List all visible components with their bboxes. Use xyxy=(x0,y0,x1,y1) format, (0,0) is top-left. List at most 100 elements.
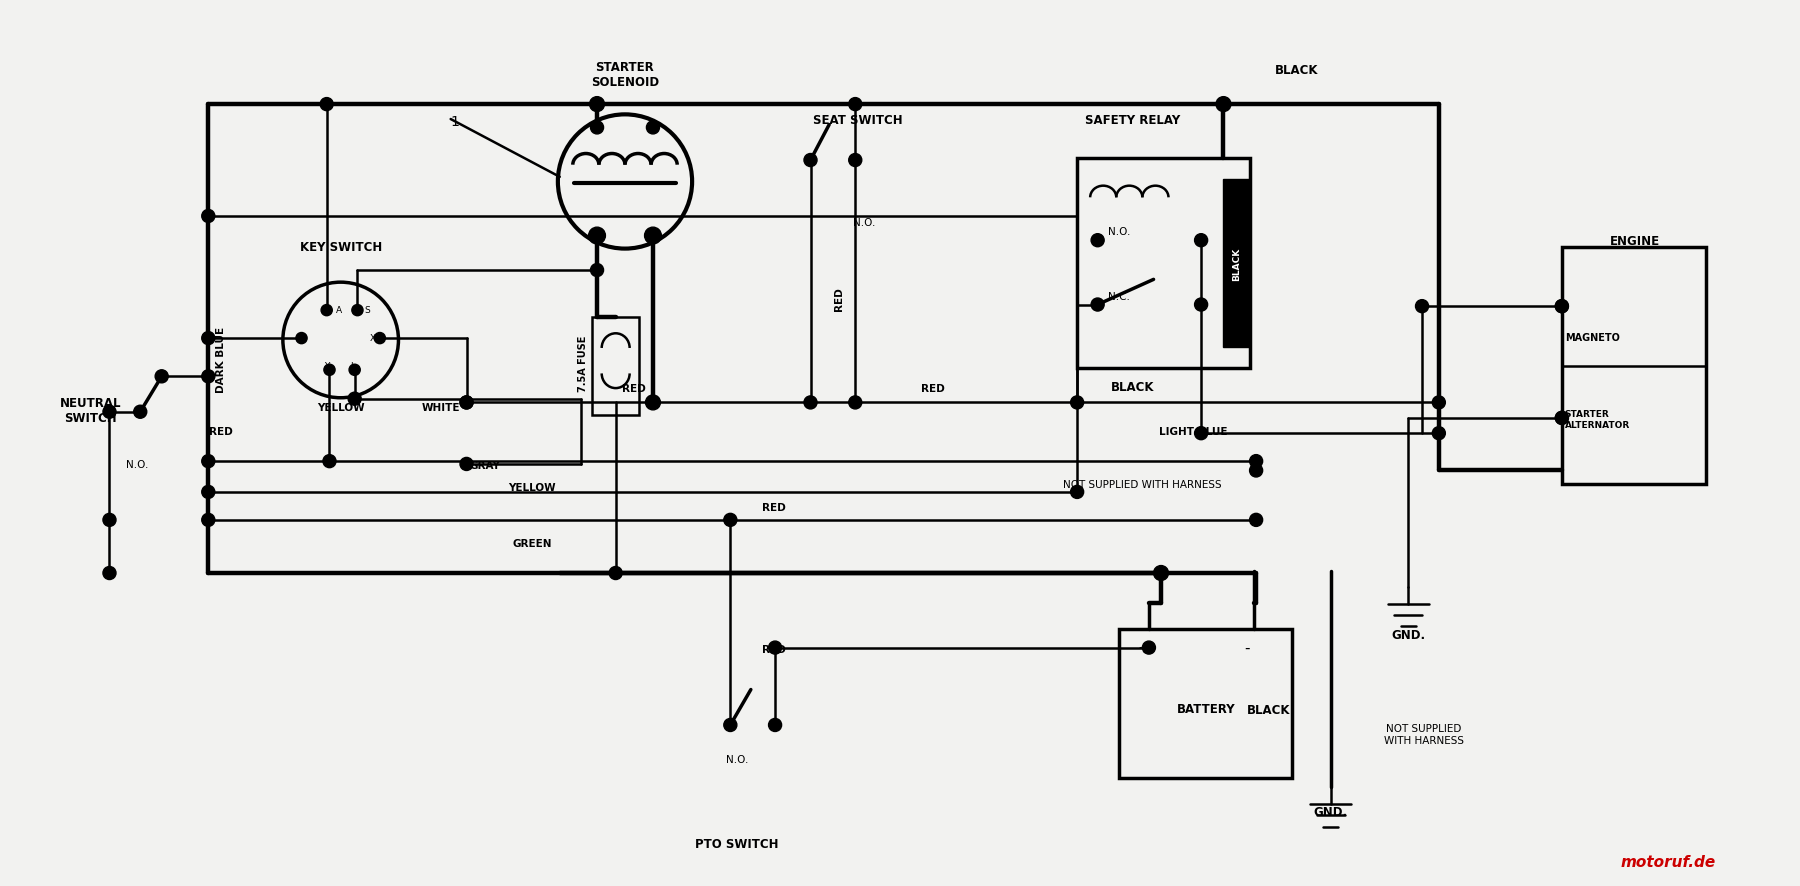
Circle shape xyxy=(1091,299,1103,312)
Text: GRAY: GRAY xyxy=(470,461,500,471)
Circle shape xyxy=(1195,235,1208,247)
Circle shape xyxy=(1555,412,1568,425)
Text: NOT SUPPLIED
WITH HARNESS: NOT SUPPLIED WITH HARNESS xyxy=(1384,724,1463,745)
Circle shape xyxy=(347,392,362,406)
Text: 1: 1 xyxy=(450,115,459,128)
Bar xyxy=(1562,247,1706,485)
Text: BATTERY: BATTERY xyxy=(1177,702,1235,715)
Circle shape xyxy=(646,121,659,135)
Text: +: + xyxy=(1138,641,1150,656)
Circle shape xyxy=(351,305,364,316)
Text: S: S xyxy=(364,306,369,315)
Circle shape xyxy=(295,333,308,345)
Bar xyxy=(1224,180,1249,348)
Circle shape xyxy=(1555,412,1568,425)
Text: KEY SWITCH: KEY SWITCH xyxy=(299,241,382,254)
Text: N.O.: N.O. xyxy=(725,755,749,765)
Circle shape xyxy=(1433,396,1445,409)
Circle shape xyxy=(1071,486,1084,499)
Circle shape xyxy=(1071,396,1084,409)
Text: A: A xyxy=(337,306,342,315)
Circle shape xyxy=(103,406,115,419)
Circle shape xyxy=(1555,300,1568,314)
Circle shape xyxy=(202,455,214,468)
Circle shape xyxy=(644,228,661,245)
Text: B: B xyxy=(299,333,304,342)
Text: RED: RED xyxy=(209,426,234,437)
Text: N.O.: N.O. xyxy=(126,460,149,470)
Circle shape xyxy=(1091,235,1103,247)
Circle shape xyxy=(461,396,473,409)
Circle shape xyxy=(769,641,781,655)
Circle shape xyxy=(202,370,214,384)
Text: GREEN: GREEN xyxy=(511,538,551,548)
Circle shape xyxy=(461,396,473,409)
Text: STARTER
ALTERNATOR: STARTER ALTERNATOR xyxy=(1564,410,1631,430)
Circle shape xyxy=(103,567,115,579)
Circle shape xyxy=(320,98,333,112)
Text: DARK BLUE: DARK BLUE xyxy=(216,326,227,392)
Circle shape xyxy=(1154,566,1168,581)
Text: WHITE: WHITE xyxy=(421,402,461,412)
Text: RED: RED xyxy=(623,384,646,393)
Circle shape xyxy=(805,396,817,409)
Circle shape xyxy=(202,514,214,527)
Text: NOT SUPPLIED WITH HARNESS: NOT SUPPLIED WITH HARNESS xyxy=(1064,479,1222,490)
Text: SEAT SWITCH: SEAT SWITCH xyxy=(814,113,904,127)
Text: RED: RED xyxy=(761,503,787,513)
Text: YELLOW: YELLOW xyxy=(317,402,364,412)
Circle shape xyxy=(646,395,661,410)
Text: RED: RED xyxy=(922,384,945,393)
Circle shape xyxy=(805,154,817,167)
Text: MAGNETO: MAGNETO xyxy=(1564,333,1620,343)
Circle shape xyxy=(1195,299,1208,312)
Text: PTO SWITCH: PTO SWITCH xyxy=(695,837,779,850)
Circle shape xyxy=(202,486,214,499)
Text: I: I xyxy=(351,361,353,370)
Text: motoruf.de: motoruf.de xyxy=(1620,853,1715,868)
Text: NEUTRAL
SWITCH: NEUTRAL SWITCH xyxy=(59,396,122,424)
Text: STARTER
SOLENOID: STARTER SOLENOID xyxy=(590,61,659,89)
Circle shape xyxy=(155,370,167,384)
Text: SAFETY RELAY: SAFETY RELAY xyxy=(1085,113,1181,127)
Circle shape xyxy=(1249,464,1262,478)
Circle shape xyxy=(322,455,337,468)
Circle shape xyxy=(1249,514,1262,527)
Text: GND.: GND. xyxy=(1391,628,1426,641)
Circle shape xyxy=(1433,427,1445,440)
Text: BLACK: BLACK xyxy=(1111,381,1156,393)
Circle shape xyxy=(724,719,736,732)
Circle shape xyxy=(589,228,605,245)
Circle shape xyxy=(1415,300,1429,314)
Circle shape xyxy=(1249,455,1262,468)
Bar xyxy=(592,317,639,415)
Text: X: X xyxy=(371,333,376,342)
Text: -: - xyxy=(1244,641,1249,656)
Text: BLACK: BLACK xyxy=(1231,247,1240,280)
Bar xyxy=(1120,629,1292,778)
Circle shape xyxy=(1195,427,1208,440)
Text: GND.: GND. xyxy=(1314,805,1348,819)
Circle shape xyxy=(769,719,781,732)
Text: ENGINE: ENGINE xyxy=(1609,235,1660,247)
Circle shape xyxy=(590,121,603,135)
Text: N.O.: N.O. xyxy=(853,217,877,228)
Circle shape xyxy=(1217,97,1231,113)
Text: RED: RED xyxy=(761,644,787,655)
Text: N.C.: N.C. xyxy=(1109,291,1130,302)
Circle shape xyxy=(133,406,148,419)
Circle shape xyxy=(1143,641,1156,655)
Circle shape xyxy=(850,154,862,167)
Circle shape xyxy=(202,332,214,346)
Text: BLACK: BLACK xyxy=(1274,64,1318,77)
Circle shape xyxy=(1555,300,1568,314)
Circle shape xyxy=(850,98,862,112)
Text: 7.5A FUSE: 7.5A FUSE xyxy=(578,336,589,392)
Circle shape xyxy=(724,514,736,527)
Circle shape xyxy=(324,365,335,376)
Circle shape xyxy=(461,458,473,471)
Circle shape xyxy=(202,210,214,223)
Text: BLACK: BLACK xyxy=(1246,703,1291,716)
Circle shape xyxy=(374,333,385,345)
Text: N.O.: N.O. xyxy=(1107,227,1130,237)
